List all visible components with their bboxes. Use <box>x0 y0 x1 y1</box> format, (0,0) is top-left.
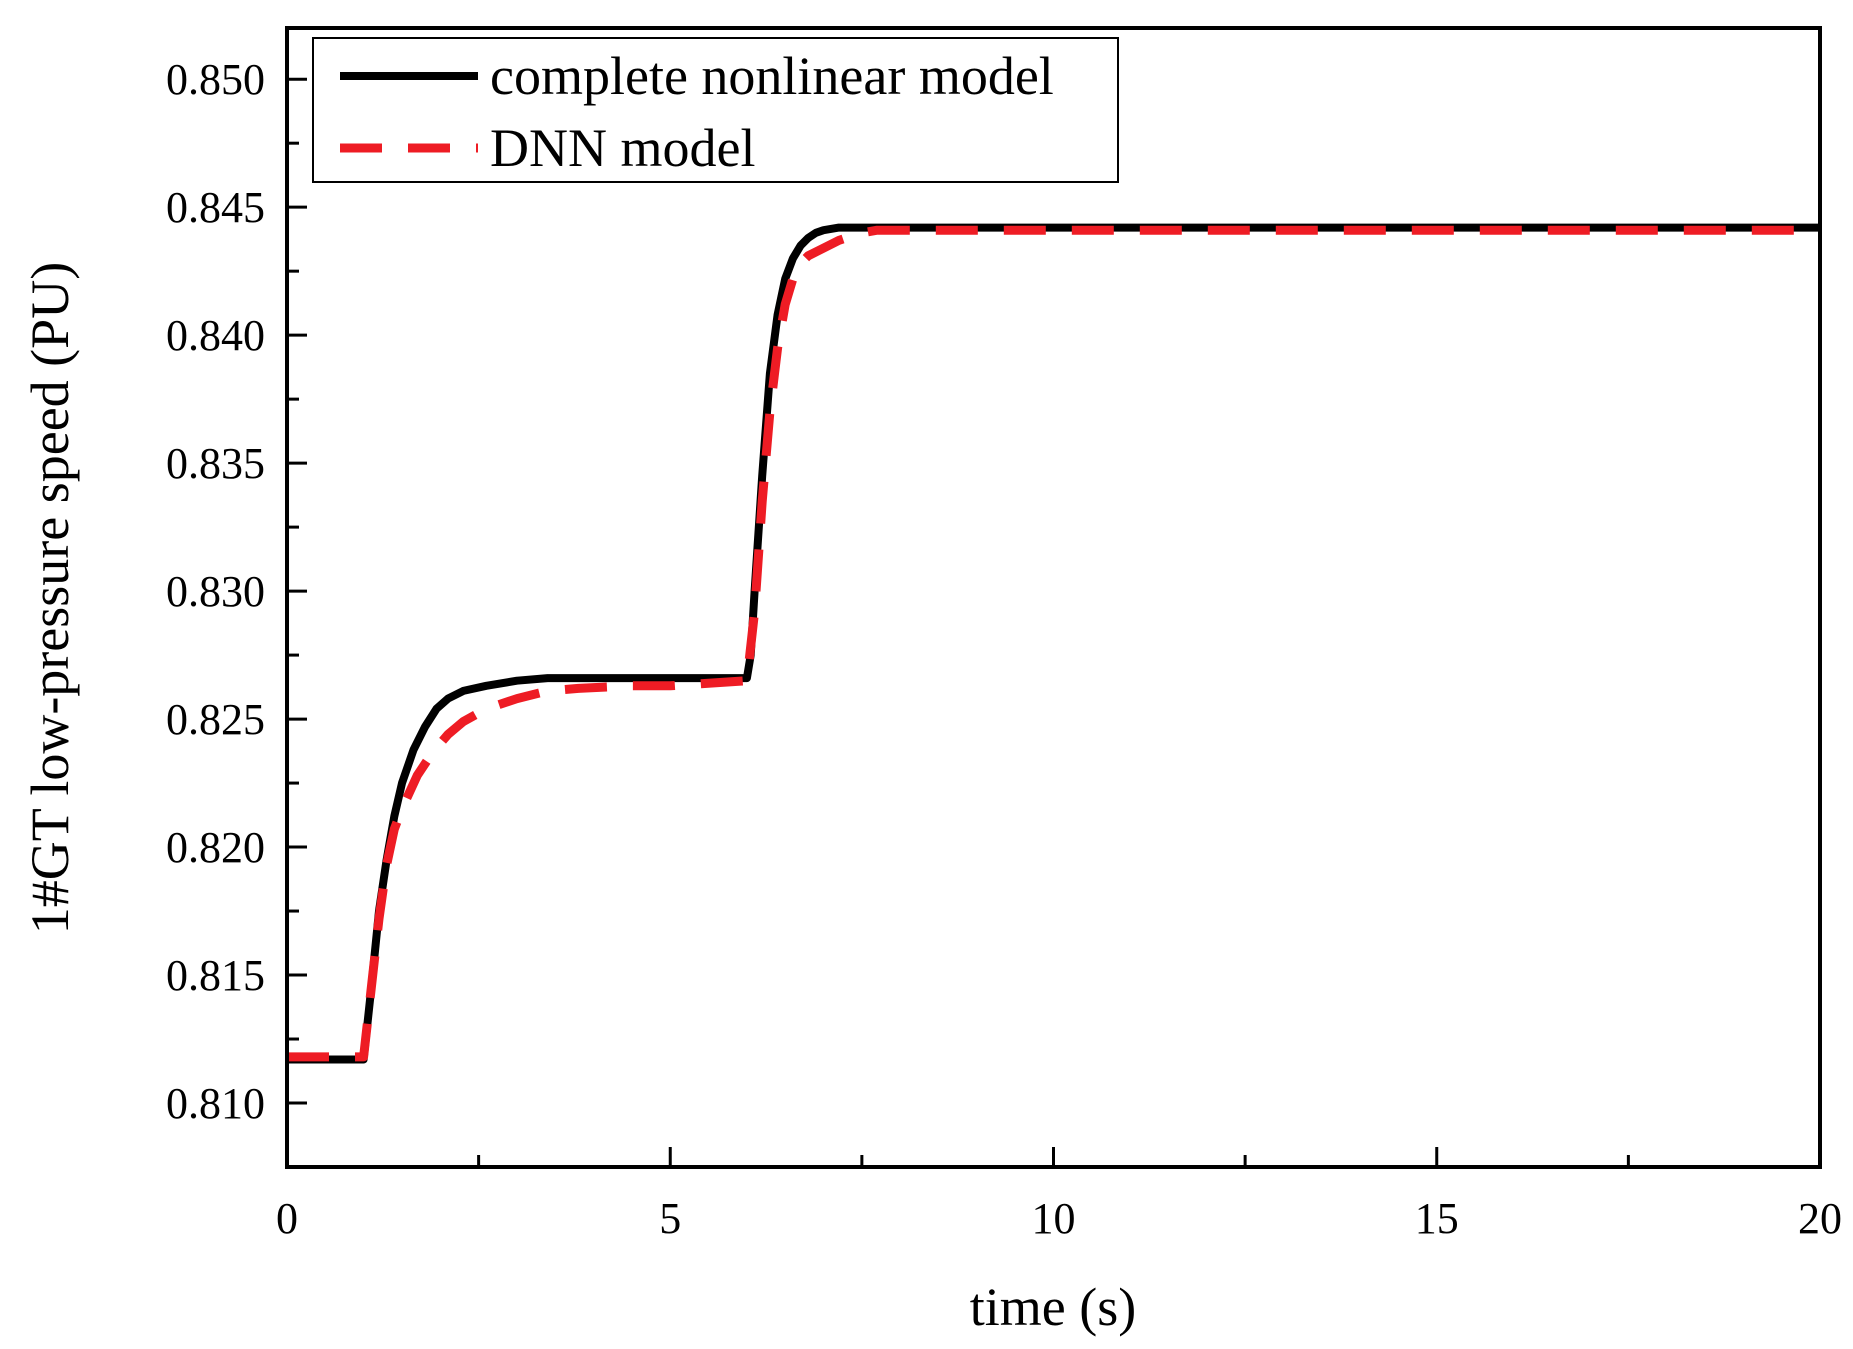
y-tick-label: 0.820 <box>166 823 265 872</box>
tick-labels: 0 5 10 15 20 0.810 0.815 0.820 0.825 0.830 0.835 0.… <box>166 55 1842 1243</box>
legend: complete nonlinear model DNN model <box>312 37 1119 183</box>
plot-frame <box>285 26 1822 1169</box>
x-tick-label: 10 <box>1032 1194 1076 1243</box>
x-tick-label: 15 <box>1415 1194 1459 1243</box>
legend-label-dnn-model: DNN model <box>490 118 755 178</box>
y-tick-label: 0.850 <box>166 55 265 104</box>
x-tick-label: 20 <box>1798 1194 1842 1243</box>
y-tick-label: 0.825 <box>166 695 265 744</box>
y-tick-label: 0.810 <box>166 1079 265 1128</box>
y-tick-label: 0.835 <box>166 439 265 488</box>
x-axis-title: time (s) <box>970 1277 1136 1337</box>
axis-ticks <box>285 77 1822 1167</box>
x-tick-label: 5 <box>659 1194 681 1243</box>
legend-label-complete-nonlinear-model: complete nonlinear model <box>490 46 1054 106</box>
series-line-complete-nonlinear-model <box>287 223 1820 1064</box>
series-lines <box>287 223 1820 1064</box>
y-axis-title: 1#GT low-pressure speed (PU) <box>20 262 80 934</box>
series-line-dnn-model <box>287 225 1820 1062</box>
y-tick-label: 0.840 <box>166 311 265 360</box>
y-tick-label: 0.830 <box>166 567 265 616</box>
y-tick-label: 0.845 <box>166 183 265 232</box>
x-tick-label: 0 <box>276 1194 298 1243</box>
y-tick-label: 0.815 <box>166 951 265 1000</box>
legend-box <box>312 37 1119 183</box>
